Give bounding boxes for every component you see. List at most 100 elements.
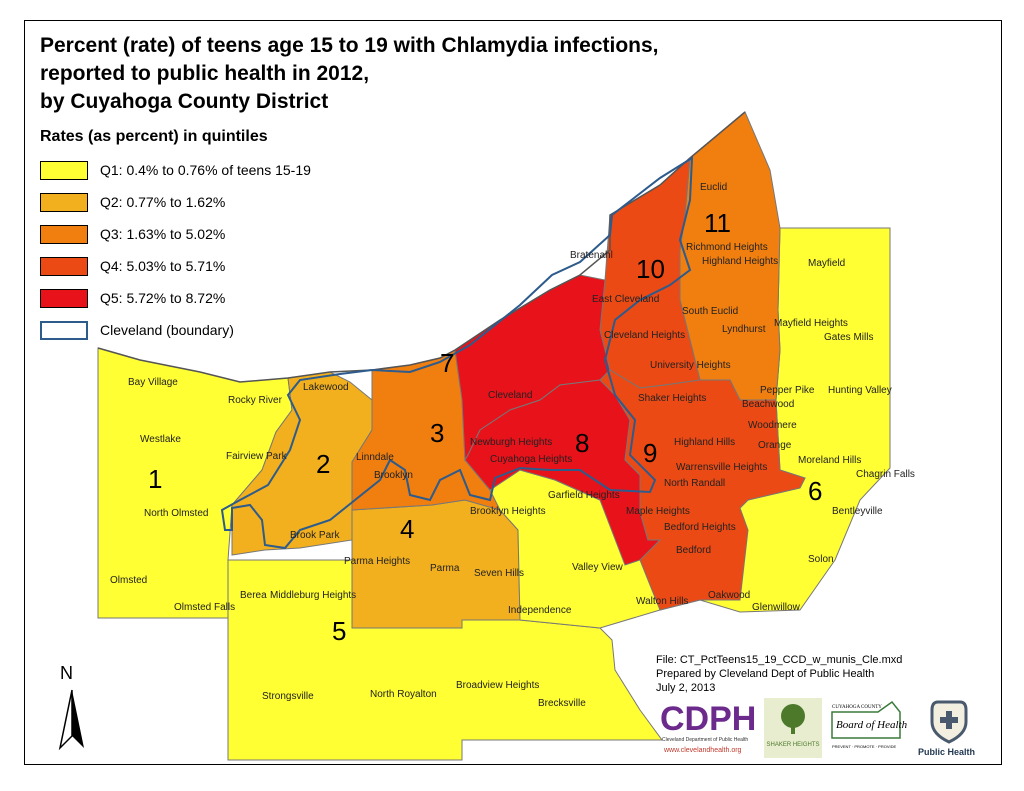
muni-label: North Randall xyxy=(664,478,725,489)
legend-swatch-cleveland xyxy=(40,320,88,340)
muni-label: University Heights xyxy=(650,360,731,371)
legend-label-q4: Q4: 5.03% to 5.71% xyxy=(100,258,226,274)
muni-label: Brooklyn xyxy=(374,470,413,481)
muni-label: Lakewood xyxy=(303,382,349,393)
district-label-4: 4 xyxy=(400,514,414,544)
legend-swatch-q3 xyxy=(40,224,88,244)
legend-item-q4: Q4: 5.03% to 5.71% xyxy=(40,250,311,282)
muni-label: Cleveland xyxy=(488,390,532,401)
north-arrow-icon xyxy=(58,689,84,751)
muni-label: Lyndhurst xyxy=(722,324,766,335)
muni-label: Solon xyxy=(808,554,834,565)
district-label-11: 11 xyxy=(704,208,731,238)
muni-label: Glenwillow xyxy=(752,602,801,613)
muni-label: Shaker Heights xyxy=(638,393,706,404)
muni-label: Mayfield xyxy=(808,258,845,269)
muni-label: Mayfield Heights xyxy=(774,318,848,329)
district-label-7: 7 xyxy=(440,348,454,378)
district-2-area xyxy=(231,371,373,556)
muni-label: Orange xyxy=(758,440,792,451)
legend-item-q5: Q5: 5.72% to 8.72% xyxy=(40,282,311,314)
cleveland-boundary xyxy=(220,156,694,550)
board-county-text: CUYAHOGA COUNTY xyxy=(832,705,882,710)
title-line-1: Percent (rate) of teens age 15 to 19 wit… xyxy=(40,34,659,57)
muni-label: Oakwood xyxy=(708,590,750,601)
north-arrow-label: N xyxy=(60,663,73,683)
district-label-9: 9 xyxy=(643,438,657,468)
district-label-10: 10 xyxy=(636,254,665,284)
district-label-1: 1 xyxy=(148,464,162,494)
board-tagline-text: PREVENT · PROMOTE · PROVIDE xyxy=(832,744,896,749)
muni-label: North Royalton xyxy=(370,689,437,700)
muni-label: Brooklyn Heights xyxy=(470,506,546,517)
muni-label: Olmsted xyxy=(110,575,147,586)
muni-label: Chagrin Falls xyxy=(856,469,915,480)
muni-label: North Olmsted xyxy=(144,508,208,519)
muni-label: Hunting Valley xyxy=(828,385,892,396)
legend-swatch-q1 xyxy=(40,160,88,180)
muni-label: Berea xyxy=(240,590,267,601)
legend-swatch-q4 xyxy=(40,256,88,276)
muni-label: Bentleyville xyxy=(832,506,883,517)
legend-item-cleveland: Cleveland (boundary) xyxy=(40,314,311,346)
muni-label: Cleveland Heights xyxy=(604,330,685,341)
file-name: File: CT_PctTeens15_19_CCD_w_munis_Cle.m… xyxy=(656,654,903,666)
legend-item-q2: Q2: 0.77% to 1.62% xyxy=(40,186,311,218)
tree-icon xyxy=(781,704,805,728)
muni-label: Walton Hills xyxy=(636,596,688,607)
district-label-8: 8 xyxy=(575,428,589,458)
muni-label: East Cleveland xyxy=(592,294,659,305)
legend-swatch-q5 xyxy=(40,288,88,308)
district-label-6: 6 xyxy=(808,476,822,506)
muni-label: Warrensville Heights xyxy=(676,462,767,473)
public-health-text: Public Health xyxy=(918,747,975,757)
legend-heading: Rates (as percent) in quintiles xyxy=(40,128,268,145)
map-legend: Rates (as percent) in quintiles Q1: 0.4%… xyxy=(40,128,311,346)
muni-label: Bedford Heights xyxy=(664,522,736,533)
legend-item-q3: Q3: 1.63% to 5.02% xyxy=(40,218,311,250)
muni-label: Parma xyxy=(430,563,460,574)
prepared-date: July 2, 2013 xyxy=(656,682,716,694)
cdph-logo: CDPH Cleveland Department of Public Heal… xyxy=(660,700,756,754)
map-title: Percent (rate) of teens age 15 to 19 wit… xyxy=(40,32,659,116)
district-label-2: 2 xyxy=(316,449,330,479)
muni-label: Cuyahoga Heights xyxy=(490,454,572,465)
muni-label: Moreland Hills xyxy=(798,455,861,466)
district-label-3: 3 xyxy=(430,418,444,448)
shaker-heights-logo: SHAKER HEIGHTS xyxy=(764,698,822,758)
muni-label: Maple Heights xyxy=(626,506,690,517)
muni-label: Gates Mills xyxy=(824,332,873,343)
prepared-by: Prepared by Cleveland Dept of Public Hea… xyxy=(656,668,875,680)
muni-label: Fairview Park xyxy=(226,451,288,462)
title-line-3: by Cuyahoga County District xyxy=(40,90,329,113)
muni-label: Bratenahl xyxy=(570,250,613,261)
shaker-heights-text: SHAKER HEIGHTS xyxy=(766,742,819,748)
muni-label: Olmsted Falls xyxy=(174,602,235,613)
board-of-health-logo: CUYAHOGA COUNTY Board of Health PREVENT … xyxy=(831,700,908,749)
file-info: File: CT_PctTeens15_19_CCD_w_munis_Cle.m… xyxy=(656,653,902,695)
muni-label: Bedford xyxy=(676,545,711,556)
muni-label: Highland Hills xyxy=(674,437,735,448)
cdph-logo-url: www.clevelandhealth.org xyxy=(663,747,742,754)
muni-label: Garfield Heights xyxy=(548,490,620,501)
district-label-5: 5 xyxy=(332,616,346,646)
legend-label-q5: Q5: 5.72% to 8.72% xyxy=(100,290,226,306)
legend-label-cleveland: Cleveland (boundary) xyxy=(100,322,234,338)
legend-swatch-q2 xyxy=(40,192,88,212)
muni-label: Broadview Heights xyxy=(456,680,539,691)
cdph-logo-subtitle: Cleveland Department of Public Health xyxy=(662,737,748,743)
muni-label: Middleburg Heights xyxy=(270,590,356,601)
muni-label: Independence xyxy=(508,605,572,616)
muni-label: Parma Heights xyxy=(344,556,410,567)
muni-label: Pepper Pike xyxy=(760,385,815,396)
district-9-area xyxy=(599,369,806,611)
map-frame xyxy=(24,20,1002,765)
muni-label: Seven Hills xyxy=(474,568,524,579)
muni-label: Linndale xyxy=(356,452,394,463)
muni-label: Rocky River xyxy=(228,395,283,406)
legend-label-q1: Q1: 0.4% to 0.76% of teens 15-19 xyxy=(100,162,311,178)
board-name-text: Board of Health xyxy=(836,719,908,731)
muni-label: Valley View xyxy=(572,562,624,573)
muni-label: Westlake xyxy=(140,434,181,445)
